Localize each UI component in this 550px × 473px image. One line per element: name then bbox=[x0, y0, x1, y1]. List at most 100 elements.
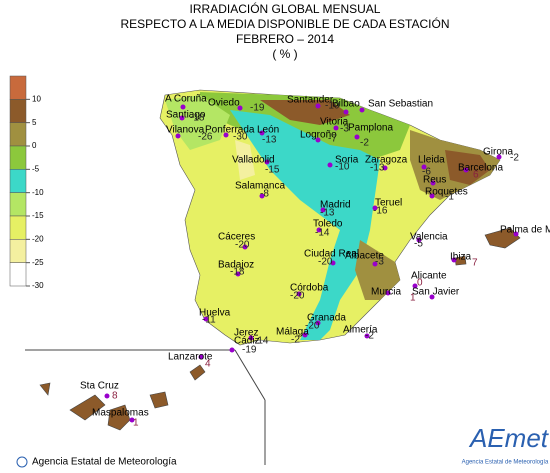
station-dot bbox=[372, 261, 378, 267]
station-value: -2 bbox=[291, 335, 300, 346]
legend-tick-label: -15 bbox=[32, 211, 44, 220]
station-name: Logroño bbox=[300, 130, 337, 141]
station-value: -26 bbox=[198, 132, 213, 143]
legend-tick-label: -5 bbox=[32, 164, 40, 173]
station-name: Vitoria bbox=[320, 117, 349, 128]
station-dot bbox=[364, 333, 370, 339]
station-value: -13 bbox=[262, 135, 277, 146]
legend-tick-label: 5 bbox=[32, 118, 37, 127]
station-name: Roquetes bbox=[425, 187, 468, 198]
legend-swatch bbox=[9, 262, 27, 287]
station-dot bbox=[513, 231, 519, 237]
station-value: -30 bbox=[233, 132, 248, 143]
station-value: -20 bbox=[235, 240, 250, 251]
station-dot bbox=[315, 137, 321, 143]
station-value: -10 bbox=[335, 162, 350, 173]
title: FEBRERO – 2014 bbox=[236, 32, 334, 46]
station-dot bbox=[412, 283, 418, 289]
logo: AEmet bbox=[468, 423, 550, 453]
station-dot bbox=[180, 104, 186, 110]
legend-swatch bbox=[9, 99, 27, 123]
legend-swatch bbox=[9, 169, 27, 193]
station-name: Oviedo bbox=[208, 98, 240, 109]
station-name: Bilbao bbox=[332, 99, 360, 110]
station-name: Badajoz bbox=[218, 260, 254, 271]
station-value: 1 bbox=[410, 293, 416, 304]
station-value: -2 bbox=[365, 331, 374, 342]
station-name: Salamanca bbox=[235, 181, 285, 192]
station-value: -8 bbox=[260, 189, 269, 200]
station-value: -18 bbox=[230, 267, 245, 278]
station-dot bbox=[237, 105, 243, 111]
station-name: Almería bbox=[343, 325, 378, 336]
station-dot bbox=[179, 115, 185, 121]
station-dot bbox=[259, 193, 265, 199]
station-value: -11 bbox=[202, 315, 216, 326]
station-name: Barcelona bbox=[458, 163, 503, 174]
station-value: -16 bbox=[373, 206, 388, 217]
station-name: Córdoba bbox=[290, 283, 329, 294]
legend: 10 5 0 -5 -10 -15 -20 -25 -30 bbox=[9, 75, 44, 290]
station-dot bbox=[359, 107, 365, 113]
station-name: Palma de M. bbox=[500, 225, 550, 236]
station-value: 8 bbox=[112, 391, 118, 402]
station-dot bbox=[302, 332, 308, 338]
station-value: 1 bbox=[133, 418, 139, 429]
station-dot bbox=[315, 320, 321, 326]
station-value: -3 bbox=[375, 257, 384, 268]
station-value: -19 bbox=[242, 345, 257, 356]
station-dot bbox=[354, 134, 360, 140]
station-name: Valencia bbox=[410, 232, 448, 243]
station-name: Ciudad Real bbox=[304, 249, 359, 260]
station-dot bbox=[223, 132, 229, 138]
station-value: 6 bbox=[473, 170, 479, 181]
legend-tick-label: -20 bbox=[32, 234, 44, 243]
station-name: Málaga bbox=[276, 327, 309, 338]
station-dot bbox=[242, 244, 248, 250]
title: RESPECTO A LA MEDIA DISPONIBLE DE CADA E… bbox=[121, 16, 450, 31]
station-dot bbox=[315, 103, 321, 109]
station-value: 4 bbox=[205, 359, 211, 370]
station-name: Reus bbox=[423, 175, 446, 186]
station-name: Teruel bbox=[375, 198, 402, 209]
station-dot bbox=[259, 130, 265, 136]
station-value: -5 bbox=[414, 239, 423, 250]
station-value: -19 bbox=[250, 103, 265, 114]
station-value: -6 bbox=[422, 167, 431, 178]
station-name: Zaragoza bbox=[365, 155, 408, 166]
station-value: 0 bbox=[417, 278, 423, 289]
station-dot bbox=[333, 125, 339, 131]
station-dot bbox=[382, 165, 388, 171]
station-name: Lanzarote bbox=[168, 352, 213, 363]
station-value: -14 bbox=[315, 228, 330, 239]
station-dot bbox=[203, 316, 209, 322]
legend-tick-label: -25 bbox=[32, 258, 44, 267]
station-dot bbox=[264, 159, 270, 165]
station-name: Granada bbox=[307, 313, 346, 324]
station-value: -7 bbox=[328, 134, 337, 145]
station-value: -10 bbox=[325, 101, 340, 112]
station-dot bbox=[104, 393, 110, 399]
station-value: -20 bbox=[290, 291, 305, 302]
station-dot bbox=[429, 193, 435, 199]
station-value: -18 bbox=[190, 113, 205, 124]
station-name: Santiago bbox=[166, 110, 206, 121]
legend-tick-label: 0 bbox=[32, 141, 37, 150]
legend-swatch bbox=[9, 145, 27, 170]
station-name: León bbox=[257, 125, 279, 136]
station-name: Soria bbox=[335, 155, 359, 166]
station-name: Murcia bbox=[371, 287, 401, 298]
station-value: -15 bbox=[265, 165, 280, 176]
station-name: Ponferrada bbox=[205, 125, 255, 136]
station-dot bbox=[343, 109, 349, 115]
station-dot bbox=[129, 417, 135, 423]
title: IRRADIACIÓN GLOBAL MENSUAL bbox=[190, 1, 381, 16]
station-dot bbox=[316, 227, 322, 233]
station-dot bbox=[248, 335, 254, 341]
station-name: Maspalomas bbox=[92, 408, 149, 419]
station-value: -20 bbox=[318, 257, 333, 268]
legend-tick-label: 10 bbox=[32, 94, 41, 103]
station-name: Girona bbox=[483, 147, 513, 158]
title: ( % ) bbox=[272, 47, 297, 61]
